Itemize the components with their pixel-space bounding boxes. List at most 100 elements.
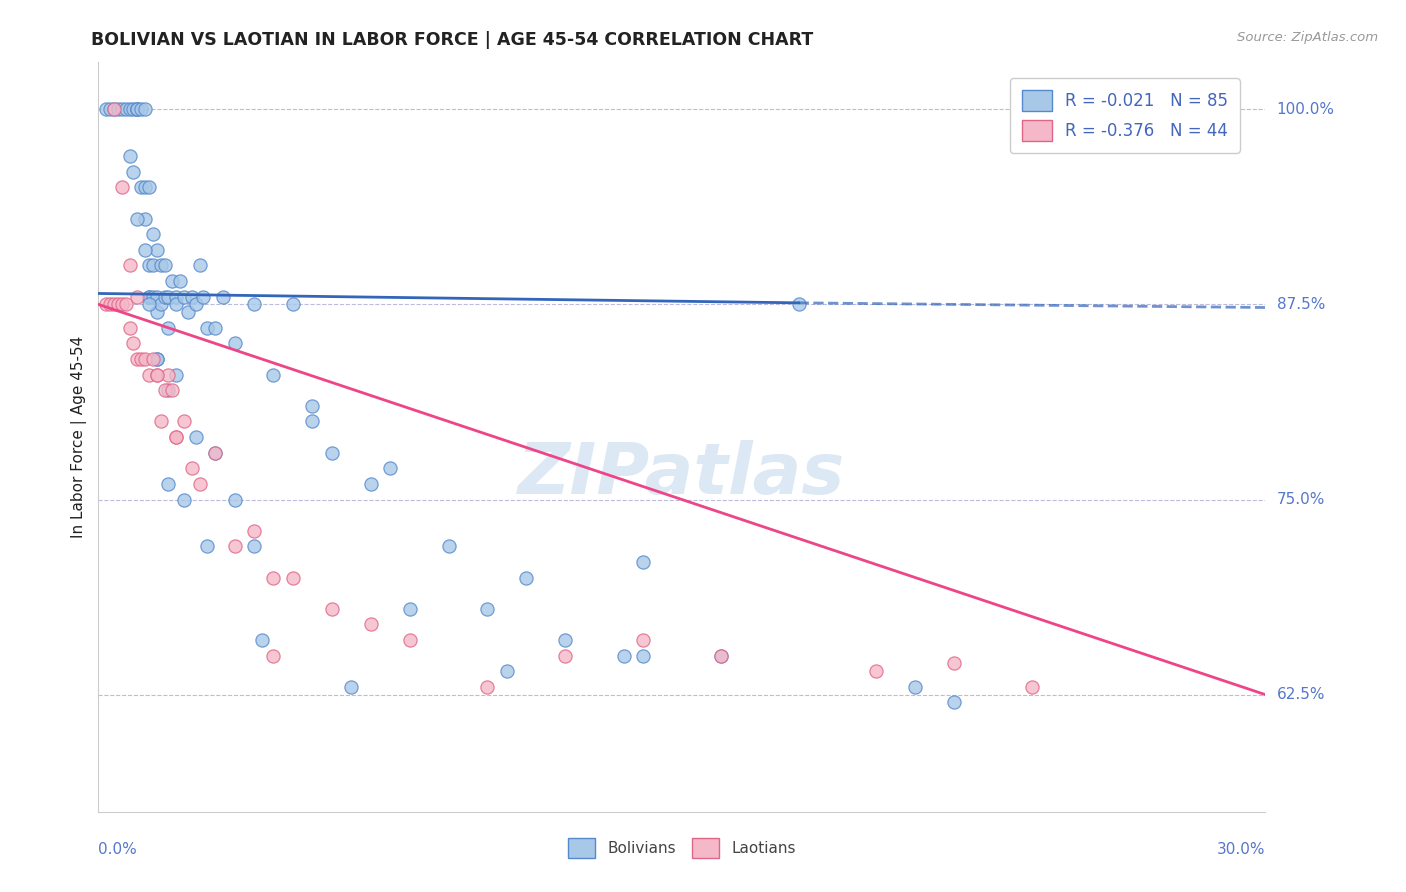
Point (157, 383, 180, 397)
Point (146, 243, 169, 257)
Point (127, 289, 149, 303)
Point (107, 297, 129, 311)
Point (360, 476, 382, 491)
Point (146, 352, 169, 367)
Point (204, 445, 226, 460)
Point (515, 571, 537, 585)
Point (103, 297, 125, 311)
Point (157, 368, 180, 382)
Point (612, 648, 634, 663)
Point (180, 289, 202, 303)
Point (138, 289, 160, 303)
Text: ZIPatlas: ZIPatlas (519, 440, 845, 509)
Point (138, 368, 160, 382)
Point (111, 297, 134, 311)
Point (146, 289, 169, 303)
Point (138, 289, 160, 303)
Point (321, 445, 343, 460)
Point (477, 680, 499, 694)
Point (188, 476, 211, 491)
Text: 100.0%: 100.0% (1277, 102, 1334, 117)
Text: 30.0%: 30.0% (1218, 842, 1265, 857)
Point (111, 180, 134, 194)
Point (204, 445, 226, 460)
Point (118, 321, 141, 335)
Point (127, 211, 149, 226)
Point (262, 571, 284, 585)
Point (153, 383, 176, 397)
Point (165, 430, 187, 444)
Point (153, 289, 176, 303)
Point (554, 633, 576, 648)
Point (103, 102, 125, 116)
Point (146, 305, 169, 319)
Point (118, 149, 141, 163)
Legend: Bolivians, Laotians: Bolivians, Laotians (562, 832, 801, 864)
Point (127, 102, 149, 116)
Point (165, 368, 187, 382)
Point (865, 664, 887, 679)
Y-axis label: In Labor Force | Age 45-54: In Labor Force | Age 45-54 (72, 336, 87, 538)
Point (281, 297, 304, 311)
Point (398, 602, 420, 616)
Point (142, 352, 165, 367)
Point (195, 321, 218, 335)
Text: Source: ZipAtlas.com: Source: ZipAtlas.com (1237, 31, 1378, 45)
Point (710, 648, 733, 663)
Point (142, 289, 165, 303)
Point (122, 336, 145, 351)
Point (162, 274, 184, 288)
Point (149, 259, 172, 273)
Point (360, 617, 382, 632)
Text: 87.5%: 87.5% (1277, 297, 1324, 312)
Point (173, 414, 195, 428)
Point (243, 539, 266, 553)
Point (243, 524, 266, 538)
Point (127, 102, 149, 116)
Point (184, 297, 207, 311)
Point (250, 633, 273, 648)
Point (398, 633, 420, 648)
Point (496, 664, 519, 679)
Text: 62.5%: 62.5% (1277, 687, 1324, 702)
Point (157, 476, 180, 491)
Point (134, 352, 156, 367)
Point (169, 274, 191, 288)
Point (96, 102, 118, 116)
Point (153, 259, 176, 273)
Point (243, 297, 266, 311)
Point (710, 648, 733, 663)
Text: BOLIVIAN VS LAOTIAN IN LABOR FORCE | AGE 45-54 CORRELATION CHART: BOLIVIAN VS LAOTIAN IN LABOR FORCE | AGE… (91, 31, 814, 49)
Point (118, 259, 141, 273)
Point (149, 297, 172, 311)
Point (134, 211, 156, 226)
Point (631, 648, 654, 663)
Point (188, 259, 211, 273)
Point (193, 289, 215, 303)
Point (173, 289, 195, 303)
Point (149, 414, 172, 428)
Point (122, 164, 145, 178)
Point (380, 461, 402, 475)
Point (184, 430, 207, 444)
Point (177, 305, 200, 319)
Point (301, 399, 323, 413)
Point (138, 297, 160, 311)
Point (129, 180, 152, 194)
Point (146, 368, 169, 382)
Point (165, 297, 187, 311)
Point (173, 492, 195, 507)
Point (138, 259, 160, 273)
Point (212, 289, 235, 303)
Point (195, 539, 218, 553)
Point (122, 102, 145, 116)
Point (554, 648, 576, 663)
Point (165, 289, 187, 303)
Point (129, 102, 152, 116)
Point (787, 297, 810, 311)
Point (943, 657, 966, 671)
Point (127, 352, 149, 367)
Point (98, 297, 121, 311)
Point (96, 297, 118, 311)
Point (631, 555, 654, 569)
